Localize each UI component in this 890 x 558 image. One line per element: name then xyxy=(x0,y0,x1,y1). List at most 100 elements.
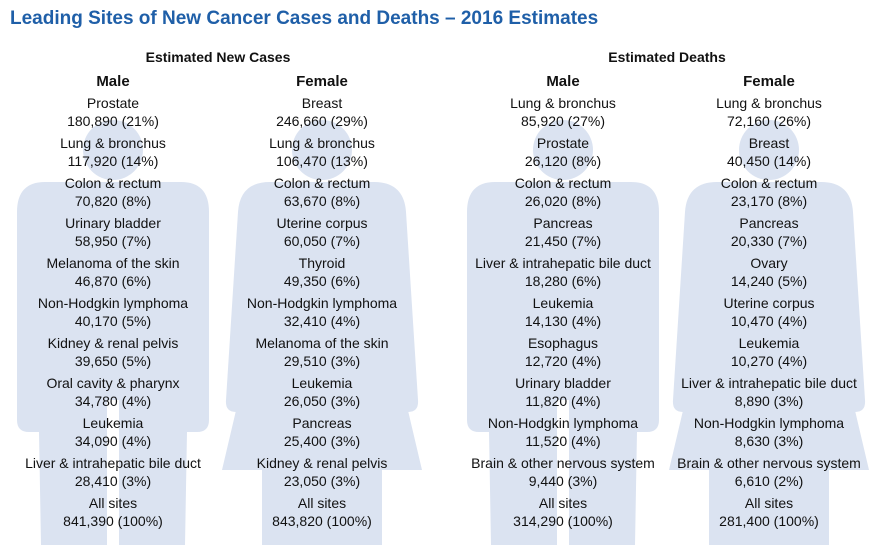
cancer-stat: 9,440 (3%) xyxy=(529,473,597,489)
cancer-stat: 106,470 (13%) xyxy=(276,153,368,169)
cancer-site: Pancreas xyxy=(739,215,798,231)
cancer-site: Thyroid xyxy=(299,255,346,271)
cancer-stat: 60,050 (7%) xyxy=(284,233,360,249)
cancer-site: Lung & bronchus xyxy=(510,95,616,111)
cancer-site: Leukemia xyxy=(292,375,353,391)
cancer-stat: 841,390 (100%) xyxy=(63,513,163,529)
cancer-site: Colon & rectum xyxy=(274,175,370,191)
cancer-stat: 18,280 (6%) xyxy=(525,273,601,289)
cancer-site: Leukemia xyxy=(739,335,800,351)
cancer-stat: 117,920 (14%) xyxy=(68,153,159,169)
female-body xyxy=(222,182,422,545)
cancer-stat: 6,610 (2%) xyxy=(735,473,803,489)
cancer-site: Kidney & renal pelvis xyxy=(257,455,388,471)
column-heading: Female xyxy=(743,73,795,90)
section-title: Estimated Deaths xyxy=(608,49,726,65)
cancer-stat: 32,410 (4%) xyxy=(284,313,360,329)
cancer-stat: 10,270 (4%) xyxy=(731,353,807,369)
cancer-stat: 40,450 (14%) xyxy=(727,153,811,169)
cancer-site: Lung & bronchus xyxy=(269,135,375,151)
cancer-stat: 49,350 (6%) xyxy=(284,273,360,289)
cancer-stat: 843,820 (100%) xyxy=(272,513,372,529)
column-heading: Female xyxy=(296,73,348,90)
cancer-stat: 11,820 (4%) xyxy=(525,393,600,409)
cancer-site: Liver & intrahepatic bile duct xyxy=(25,455,201,471)
cancer-stat: 40,170 (5%) xyxy=(75,313,151,329)
cancer-site: Liver & intrahepatic bile duct xyxy=(475,255,651,271)
content: Estimated New Cases Male Prostate 180,890 (… xyxy=(25,49,861,529)
cancer-site: Prostate xyxy=(87,95,139,111)
cancer-site: All sites xyxy=(745,495,793,511)
male-body xyxy=(17,182,209,545)
cancer-site: Esophagus xyxy=(528,335,598,351)
cancer-stat: 180,890 (21%) xyxy=(67,113,159,129)
cancer-site: Pancreas xyxy=(292,415,351,431)
male-head xyxy=(533,120,593,180)
cancer-stat: 8,890 (3%) xyxy=(735,393,803,409)
cancer-site: All sites xyxy=(298,495,346,511)
cancer-stat: 26,120 (8%) xyxy=(525,153,601,169)
female-body xyxy=(669,182,869,545)
silhouettes xyxy=(17,120,869,545)
male-body xyxy=(467,182,659,545)
cancer-site: Urinary bladder xyxy=(515,375,611,391)
cancer-site: Non-Hodgkin lymphoma xyxy=(38,295,188,311)
cancer-stat: 21,450 (7%) xyxy=(525,233,601,249)
cancer-stat: 63,670 (8%) xyxy=(284,193,360,209)
cancer-stat: 314,290 (100%) xyxy=(513,513,613,529)
cancer-stat: 20,330 (7%) xyxy=(731,233,807,249)
cancer-stat: 14,240 (5%) xyxy=(731,273,807,289)
cancer-stat: 246,660 (29%) xyxy=(276,113,368,129)
cancer-site: Prostate xyxy=(537,135,589,151)
column-heading: Male xyxy=(96,73,129,90)
cancer-site: Kidney & renal pelvis xyxy=(48,335,179,351)
cancer-site: Non-Hodgkin lymphoma xyxy=(488,415,638,431)
cancer-stat: 12,720 (4%) xyxy=(525,353,601,369)
cancer-site: Uterine corpus xyxy=(276,215,367,231)
section-title: Estimated New Cases xyxy=(146,49,291,65)
cancer-stat: 23,170 (8%) xyxy=(731,193,807,209)
cancer-site: Liver & intrahepatic bile duct xyxy=(681,375,857,391)
cancer-stat: 58,950 (7%) xyxy=(75,233,151,249)
cancer-stat: 39,650 (5%) xyxy=(75,353,151,369)
cancer-site: Ovary xyxy=(750,255,787,271)
cancer-site: Melanoma of the skin xyxy=(255,335,388,351)
cancer-stat: 281,400 (100%) xyxy=(719,513,819,529)
cancer-stat: 25,400 (3%) xyxy=(284,433,360,449)
cancer-stat: 72,160 (26%) xyxy=(727,113,811,129)
cancer-site: Uterine corpus xyxy=(723,295,814,311)
cancer-stat: 29,510 (3%) xyxy=(284,353,360,369)
cancer-stat: 70,820 (8%) xyxy=(75,193,151,209)
cancer-site: Non-Hodgkin lymphoma xyxy=(247,295,397,311)
cancer-site: Non-Hodgkin lymphoma xyxy=(694,415,844,431)
cancer-stat: 46,870 (6%) xyxy=(75,273,151,289)
column-heading: Male xyxy=(546,73,579,90)
cancer-stat: 85,920 (27%) xyxy=(521,113,605,129)
cancer-stat: 10,470 (4%) xyxy=(731,313,807,329)
cancer-stat: 28,410 (3%) xyxy=(75,473,151,489)
cancer-site: Leukemia xyxy=(533,295,594,311)
cancer-site: Leukemia xyxy=(83,415,144,431)
cancer-site: Colon & rectum xyxy=(65,175,161,191)
cancer-stat: 11,520 (4%) xyxy=(525,433,600,449)
page-title: Leading Sites of New Cancer Cases and De… xyxy=(10,8,598,29)
cancer-site: Lung & bronchus xyxy=(716,95,822,111)
cancer-site: Melanoma of the skin xyxy=(46,255,179,271)
cancer-site: Colon & rectum xyxy=(721,175,817,191)
cancer-site: Brain & other nervous system xyxy=(677,455,861,471)
cancer-site: Oral cavity & pharynx xyxy=(46,375,179,391)
cancer-site: Pancreas xyxy=(533,215,592,231)
cancer-stat: 23,050 (3%) xyxy=(284,473,360,489)
cancer-stat: 8,630 (3%) xyxy=(735,433,803,449)
cancer-stat: 14,130 (4%) xyxy=(525,313,601,329)
male-head xyxy=(83,120,143,180)
female-head xyxy=(739,120,799,180)
cancer-stat: 34,780 (4%) xyxy=(75,393,151,409)
cancer-stat: 34,090 (4%) xyxy=(75,433,151,449)
cancer-site: Brain & other nervous system xyxy=(471,455,655,471)
cancer-stat: 26,020 (8%) xyxy=(525,193,601,209)
cancer-site: Urinary bladder xyxy=(65,215,161,231)
female-head xyxy=(292,120,352,180)
cancer-site: Breast xyxy=(302,95,343,111)
